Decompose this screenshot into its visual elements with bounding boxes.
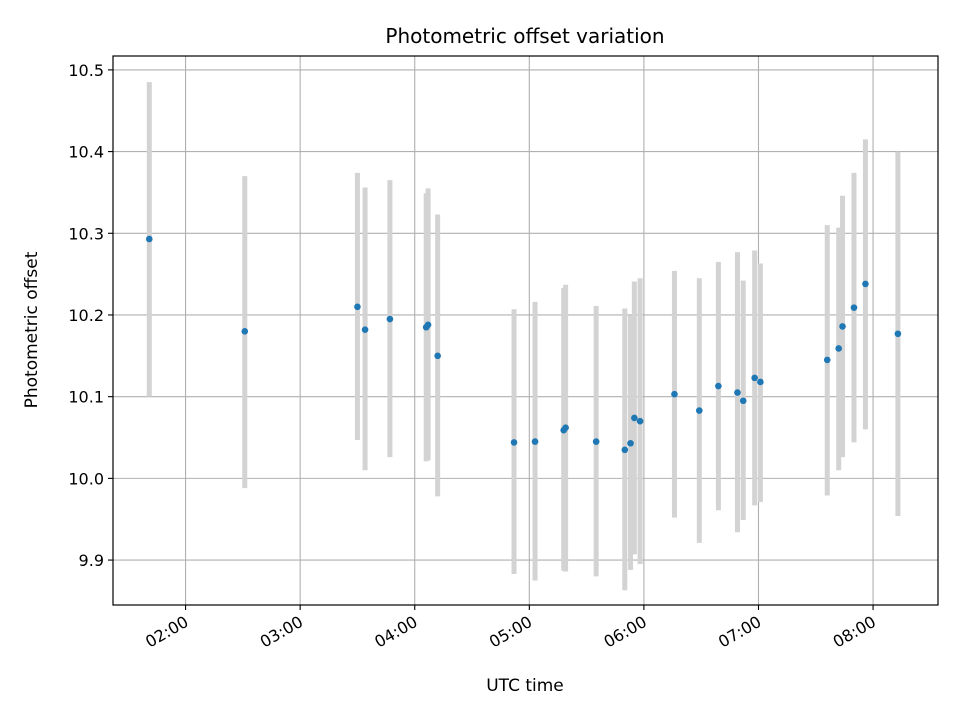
data-point (739, 397, 747, 405)
data-point (592, 438, 600, 445)
data-points (145, 235, 902, 454)
data-point (734, 389, 741, 396)
chart-title: Photometric offset variation (385, 24, 664, 48)
data-point (531, 438, 539, 445)
data-point (850, 304, 858, 311)
data-point (361, 326, 369, 333)
data-point (894, 330, 902, 338)
data-point (695, 407, 703, 414)
y-tick-label: 10.0 (68, 469, 104, 488)
data-point (621, 446, 629, 454)
y-tick-label: 9.9 (79, 551, 104, 570)
data-point (241, 328, 249, 335)
data-point (354, 303, 361, 311)
y-tick-label: 10.3 (68, 224, 104, 243)
data-point (631, 414, 638, 422)
data-point (757, 378, 764, 386)
data-point (671, 390, 678, 398)
y-axis-ticks: 9.9 10.0 10.1 10.2 10.3 10.4 10.5 (68, 61, 113, 570)
data-point (751, 374, 758, 382)
data-point (145, 235, 153, 243)
data-point (636, 417, 644, 425)
data-point (434, 352, 441, 360)
plot-frame (112, 55, 939, 606)
data-point (823, 356, 831, 364)
data-point (839, 323, 846, 330)
data-point (562, 424, 569, 432)
x-axis-label: UTC time (486, 676, 564, 696)
data-point (386, 315, 394, 323)
y-tick-label: 10.4 (68, 143, 104, 162)
data-point (424, 321, 432, 329)
y-tick-label: 10.1 (68, 388, 104, 407)
y-tick-label: 10.2 (68, 306, 104, 325)
y-axis-label: Photometric offset (22, 251, 42, 408)
data-point (715, 382, 722, 390)
data-point (627, 439, 634, 447)
data-point (835, 345, 842, 352)
data-point (862, 280, 869, 288)
y-tick-label: 10.5 (68, 61, 104, 80)
data-point (510, 439, 518, 446)
